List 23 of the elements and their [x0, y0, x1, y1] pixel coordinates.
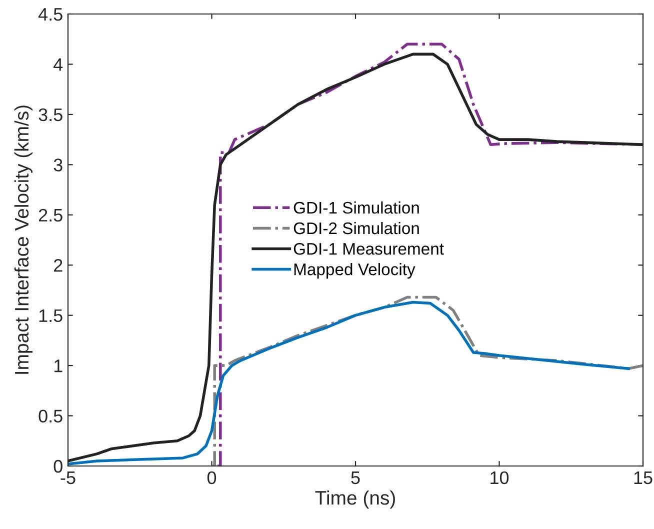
y-tick-label: 1.5 — [39, 309, 62, 322]
line-series — [68, 300, 630, 466]
x-tick-label: 10 — [490, 471, 509, 484]
line-series — [210, 296, 643, 466]
y-axis-title: Impact Interface Velocity (km/s) — [14, 106, 32, 374]
y-tick-label: 2 — [54, 259, 62, 272]
legend-label: GDI-1 Measurement — [294, 242, 444, 255]
legend-label: GDI-2 Simulation — [294, 222, 419, 234]
y-tick-label: 2.5 — [38, 208, 62, 222]
y-tick-label: 1 — [54, 360, 62, 372]
y-tick-label: 4.5 — [38, 8, 62, 21]
x-tick-label: 15 — [634, 472, 652, 484]
y-tick-label: 0 — [54, 460, 62, 473]
x-tick-label: 0 — [207, 471, 216, 484]
y-tick-label: 3 — [54, 158, 62, 172]
y-tick-label: 0.5 — [38, 410, 62, 422]
x-axis-title: Time (ns) — [315, 490, 395, 509]
legend-label: Mapped Velocity — [294, 263, 416, 279]
y-tick-label: 3.5 — [38, 108, 62, 122]
x-tick-label: 5 — [351, 472, 360, 484]
y-tick-label: 4 — [54, 58, 63, 71]
x-tick-label: -5 — [60, 472, 76, 484]
legend-label: GDI-1 Simulation — [294, 201, 419, 214]
